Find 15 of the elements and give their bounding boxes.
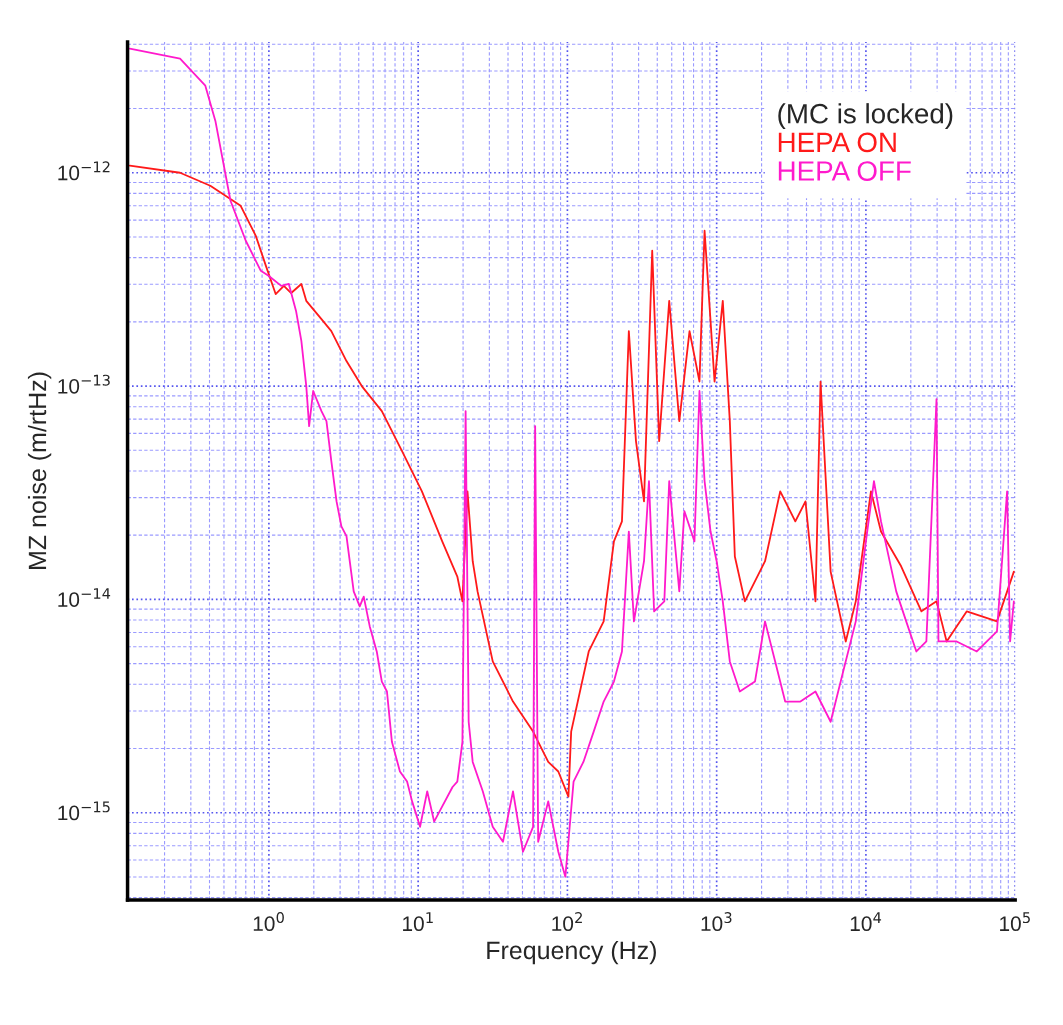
text: HEPA ON [778,132,896,153]
legend-title: (MC is locked) [778,103,953,130]
y-tick-label: 10$^{−15}$ [58,801,110,821]
y-axis-title: MZ noise (m/rtHz) [27,372,52,569]
y-tick-label: 10$^{−14}$ [58,588,111,607]
y-tick-label: 10$^{−13}$ [58,374,110,394]
y-tick-label: 10$^{−12}$ [58,161,110,181]
x-tick-label: 10$^{2}$ [552,912,582,932]
x-tick-label: 10$^{4}$ [850,912,882,932]
text: HEPA OFF [778,161,911,181]
x-axis-title: Frequency (Hz) [487,940,656,965]
x-tick-label: 10$^{5}$ [1000,912,1030,932]
x-tick-label: 10$^{3}$ [701,912,732,932]
x-tick-label: 10$^{1}$ [403,912,433,932]
x-tick-label: 10$^{0}$ [253,912,284,932]
